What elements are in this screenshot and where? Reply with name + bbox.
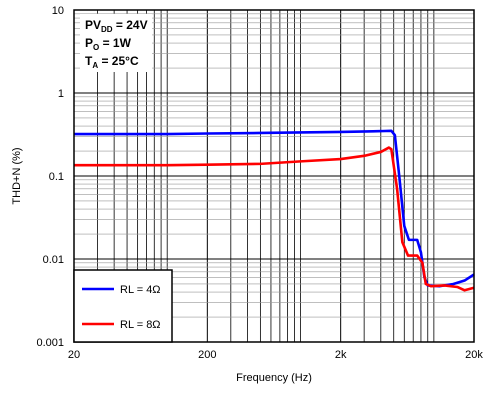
conditions-background (80, 14, 152, 72)
y-tick-label: 10 (52, 5, 64, 17)
x-axis-label: Frequency (Hz) (236, 372, 312, 384)
y-tick-label: 0.01 (43, 254, 64, 266)
x-tick-label: 20k (465, 349, 483, 361)
condition-line: TA = 25°C (85, 54, 139, 70)
condition-line: PO = 1W (85, 36, 132, 52)
x-tick-label: 2k (335, 349, 347, 361)
plot-frame (73, 9, 475, 343)
x-tick-label: 20 (68, 349, 80, 361)
condition-line: PVDD = 24V (85, 18, 148, 34)
y-tick-label: 1 (58, 88, 64, 100)
y-tick-label: 0.1 (49, 171, 64, 183)
series-line-2 (74, 146, 475, 292)
y-axis-label: THD+N (%) (11, 147, 23, 204)
legend: RL = 4Ω RL = 8Ω (73, 269, 173, 343)
y-tick-label: 0.001 (36, 337, 64, 349)
legend-label-1: RL = 4Ω (120, 284, 161, 296)
legend-label-2: RL = 8Ω (120, 319, 161, 331)
x-tick-label: 200 (198, 349, 216, 361)
y-tick-labels: 10 1 0.1 0.01 0.001 (36, 5, 64, 349)
legend-box (73, 269, 173, 343)
test-conditions: PVDD = 24V PO = 1W TA = 25°C (80, 14, 152, 72)
series-lines (74, 129, 475, 292)
x-tick-labels: 20 200 2k 20k (68, 349, 483, 361)
